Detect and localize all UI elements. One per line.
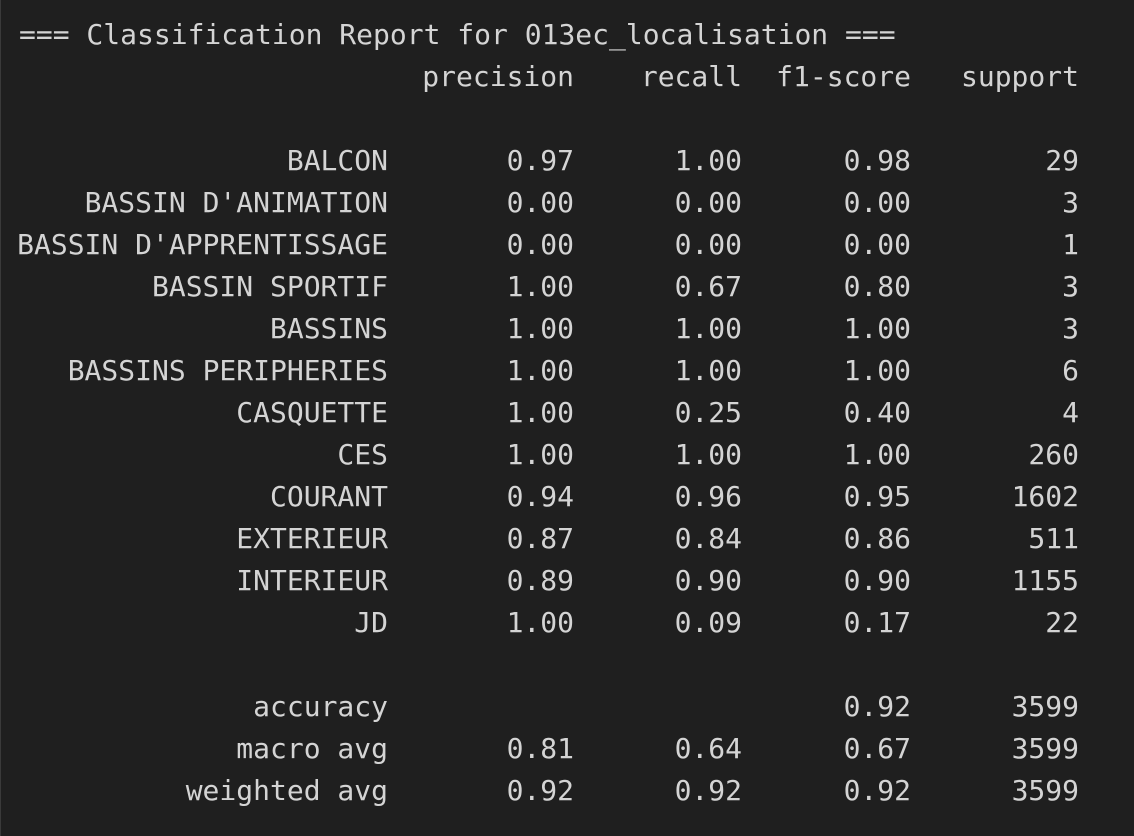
row-precision: 0.89 <box>506 564 574 597</box>
row-precision: 1.00 <box>506 438 574 471</box>
row-f1-score: 1.00 <box>843 312 911 345</box>
row-support: 1602 <box>1011 480 1079 513</box>
row-recall: 1.00 <box>674 312 742 345</box>
report-title: === Classification Report for 013ec_loca… <box>19 18 896 51</box>
row-support: 511 <box>1028 522 1079 555</box>
row-precision: 0.87 <box>506 522 574 555</box>
summary-f1-score: 0.92 <box>843 690 911 723</box>
row-recall: 0.25 <box>674 396 742 429</box>
row-f1-score: 0.00 <box>843 186 911 219</box>
row-f1-score: 0.00 <box>843 228 911 261</box>
row-support: 260 <box>1028 438 1079 471</box>
row-f1-score: 0.17 <box>843 606 911 639</box>
summary-recall: 0.92 <box>674 774 742 807</box>
row-support: 29 <box>1045 144 1079 177</box>
row-support: 3 <box>1062 186 1079 219</box>
row-support: 4 <box>1062 396 1079 429</box>
summary-recall: 0.64 <box>674 732 742 765</box>
row-f1-score: 0.86 <box>843 522 911 555</box>
row-label: CASQUETTE <box>236 396 388 429</box>
row-precision: 1.00 <box>506 354 574 387</box>
row-recall: 0.67 <box>674 270 742 303</box>
row-label: COURANT <box>269 480 388 513</box>
row-label: BASSIN D'ANIMATION <box>84 186 388 219</box>
row-support: 3 <box>1062 270 1079 303</box>
summary-label: accuracy <box>253 690 388 723</box>
header-support: support <box>960 60 1079 93</box>
row-recall: 1.00 <box>674 438 742 471</box>
row-recall: 0.09 <box>674 606 742 639</box>
row-label: EXTERIEUR <box>236 522 388 555</box>
row-f1-score: 0.98 <box>843 144 911 177</box>
summary-f1-score: 0.67 <box>843 732 911 765</box>
header-f1-score: f1-score <box>776 60 911 93</box>
summary-f1-score: 0.92 <box>843 774 911 807</box>
row-label: BASSINS PERIPHERIES <box>67 354 388 387</box>
summary-precision: 0.81 <box>506 732 574 765</box>
row-recall: 0.00 <box>674 228 742 261</box>
row-f1-score: 1.00 <box>843 354 911 387</box>
row-support: 22 <box>1045 606 1079 639</box>
row-f1-score: 0.80 <box>843 270 911 303</box>
row-precision: 1.00 <box>506 606 574 639</box>
row-f1-score: 0.90 <box>843 564 911 597</box>
row-label: BASSIN SPORTIF <box>151 270 388 303</box>
row-recall: 1.00 <box>674 354 742 387</box>
row-support: 1155 <box>1011 564 1079 597</box>
row-precision: 0.00 <box>506 186 574 219</box>
row-label: JD <box>354 606 388 639</box>
row-precision: 0.00 <box>506 228 574 261</box>
header-recall: recall <box>640 60 742 93</box>
row-precision: 0.94 <box>506 480 574 513</box>
summary-precision: 0.92 <box>506 774 574 807</box>
row-recall: 0.90 <box>674 564 742 597</box>
row-f1-score: 0.40 <box>843 396 911 429</box>
summary-support: 3599 <box>1011 732 1079 765</box>
row-recall: 0.96 <box>674 480 742 513</box>
row-precision: 1.00 <box>506 312 574 345</box>
summary-label: weighted avg <box>185 774 388 807</box>
row-recall: 0.84 <box>674 522 742 555</box>
row-support: 3 <box>1062 312 1079 345</box>
row-support: 6 <box>1062 354 1079 387</box>
row-f1-score: 0.95 <box>843 480 911 513</box>
row-support: 1 <box>1062 228 1079 261</box>
row-precision: 0.97 <box>506 144 574 177</box>
row-label: BALCON <box>286 144 388 177</box>
row-precision: 1.00 <box>506 270 574 303</box>
row-label: INTERIEUR <box>236 564 388 597</box>
summary-support: 3599 <box>1011 774 1079 807</box>
row-recall: 1.00 <box>674 144 742 177</box>
summary-label: macro avg <box>236 732 388 765</box>
row-f1-score: 1.00 <box>843 438 911 471</box>
header-precision: precision <box>422 60 574 93</box>
row-precision: 1.00 <box>506 396 574 429</box>
summary-support: 3599 <box>1011 690 1079 723</box>
row-label: CES <box>337 438 388 471</box>
row-label: BASSINS <box>269 312 388 345</box>
row-recall: 0.00 <box>674 186 742 219</box>
row-label: BASSIN D'APPRENTISSAGE <box>17 228 388 261</box>
